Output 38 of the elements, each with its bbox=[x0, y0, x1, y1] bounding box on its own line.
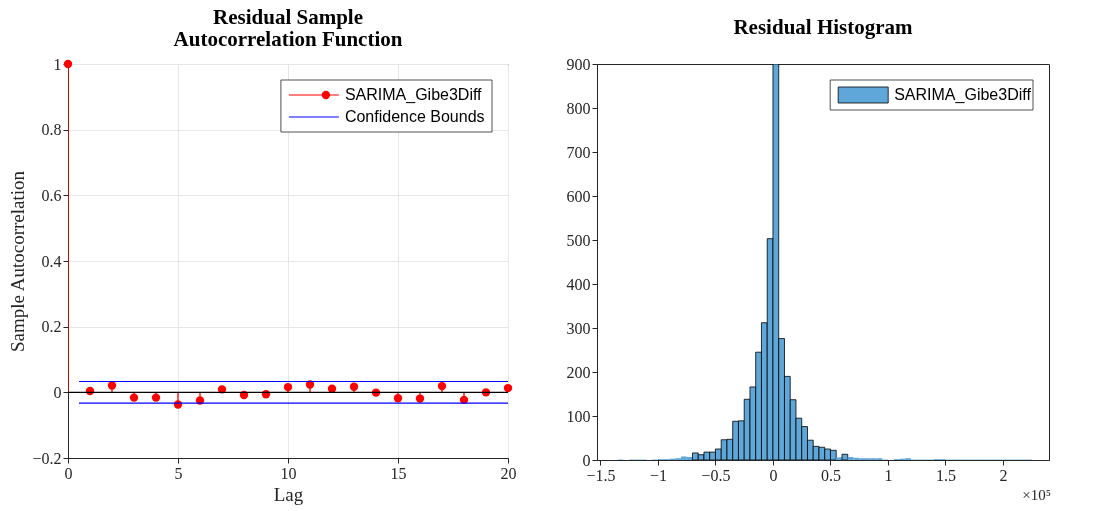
text: ×10⁵ bbox=[1022, 487, 1051, 503]
y-tick-label: 300 bbox=[566, 319, 591, 337]
y-tick-label: 0 bbox=[582, 451, 591, 469]
y-tick-label: 0.6 bbox=[41, 186, 62, 204]
x-tick-label: −0.5 bbox=[701, 466, 731, 484]
y-tick-label: 500 bbox=[566, 231, 591, 249]
x-axis-title: Lag bbox=[273, 483, 304, 505]
x-tick-label: 20 bbox=[500, 464, 517, 482]
y-tick-label: 100 bbox=[566, 407, 591, 425]
x-tick-label: 1 bbox=[884, 466, 893, 484]
x-tick-label: −1 bbox=[649, 466, 667, 484]
y-tick-label: 800 bbox=[566, 99, 591, 117]
chart-title: Residual Sample Autocorrelation Function bbox=[173, 5, 403, 51]
y-tick-label: 1 bbox=[53, 55, 62, 73]
y-tick-label: −0.2 bbox=[32, 449, 62, 467]
y-tick-label: 0 bbox=[53, 383, 62, 401]
y-tick-label: 0.2 bbox=[41, 318, 62, 336]
chart-title: Residual Histogram bbox=[733, 15, 914, 39]
y-tick-label: 600 bbox=[566, 187, 591, 205]
x-tick-label: 2 bbox=[999, 466, 1008, 484]
y-tick-label: 0.4 bbox=[41, 252, 62, 270]
x-tick-label: 0 bbox=[64, 464, 73, 482]
x-tick-label: 0 bbox=[769, 466, 778, 484]
y-tick-label: 400 bbox=[566, 275, 591, 293]
legend-label: Confidence Bounds bbox=[344, 108, 485, 125]
x-tick-label: 0.5 bbox=[820, 466, 841, 484]
y-tick-label: 900 bbox=[566, 55, 591, 73]
x-tick-label: 15 bbox=[390, 464, 407, 482]
x-tick-label: −1.5 bbox=[586, 466, 616, 484]
legend-label: SARIMA_Gibe3Diff bbox=[894, 86, 1032, 104]
legend-label: SARIMA_Gibe3Diff bbox=[344, 86, 483, 104]
y-tick-label: 200 bbox=[566, 363, 591, 381]
x-tick-label: 1.5 bbox=[935, 466, 956, 484]
y-tick-label: 0.8 bbox=[41, 121, 62, 139]
y-tick-label: 700 bbox=[566, 143, 591, 161]
x-tick-label: 5 bbox=[174, 464, 183, 482]
x-tick-label: 10 bbox=[280, 464, 297, 482]
y-axis-title: Sample Autocorrelation bbox=[7, 170, 29, 352]
